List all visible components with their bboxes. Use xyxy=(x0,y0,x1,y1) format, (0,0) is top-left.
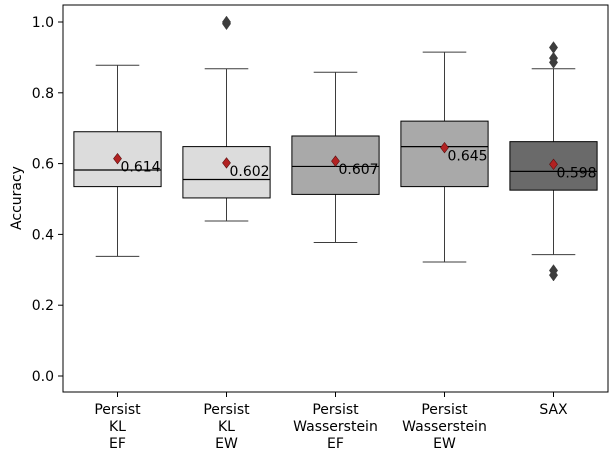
y-axis-label: Accuracy xyxy=(9,166,25,230)
mean-value-label: 0.645 xyxy=(448,149,488,165)
x-tick-label: Persist xyxy=(203,402,250,418)
outlier-point xyxy=(548,268,559,282)
box-group: 0.598 xyxy=(509,41,598,282)
outlier-point xyxy=(548,56,559,69)
mean-value-label: 0.607 xyxy=(339,162,379,178)
box-group: 0.602 xyxy=(182,15,271,222)
mean-value-label: 0.602 xyxy=(230,164,270,180)
y-tick-label: 0.4 xyxy=(32,227,54,243)
y-tick-label: 0.0 xyxy=(32,369,54,385)
box-series: 0.614 0.602 0.607 0.645 0.598 xyxy=(73,15,598,282)
x-tick-label: EF xyxy=(327,436,344,452)
mean-value-label: 0.598 xyxy=(557,165,597,181)
box-group: 0.645 xyxy=(400,51,489,263)
box-iqr xyxy=(400,120,489,188)
x-tick-label: KL xyxy=(109,419,126,435)
mean-marker xyxy=(440,141,449,154)
x-tick-label: KL xyxy=(218,419,235,435)
x-tick-label: Persist xyxy=(94,402,141,418)
outlier-point xyxy=(548,41,559,54)
x-tick-label: EF xyxy=(109,436,126,452)
y-tick-label: 0.2 xyxy=(32,298,54,314)
box-iqr xyxy=(182,146,271,199)
y-tick-label: 1.0 xyxy=(32,15,54,31)
x-tick-label: EW xyxy=(215,436,238,452)
x-tick-label: EW xyxy=(433,436,456,452)
x-tick-label: Persist xyxy=(312,402,359,418)
mean-marker xyxy=(113,152,122,165)
mean-marker xyxy=(549,158,558,171)
axis-labels: Accuracy xyxy=(9,166,25,230)
outlier-point xyxy=(221,15,232,29)
y-tick-label: 0.6 xyxy=(32,157,54,173)
y-tick-label: 0.8 xyxy=(32,86,54,102)
x-tick-label: Wasserstein xyxy=(293,419,378,435)
x-tick-label: Wasserstein xyxy=(402,419,487,435)
mean-value-label: 0.614 xyxy=(121,160,161,176)
mean-marker xyxy=(331,155,340,167)
x-tick-label: Persist xyxy=(421,402,468,418)
x-tick-label: SAX xyxy=(539,402,568,418)
mean-marker xyxy=(222,157,231,169)
box-group: 0.607 xyxy=(291,71,380,244)
axes: 0.00.20.40.60.81.0PersistKLEFPersistKLEW… xyxy=(32,4,609,452)
box-group: 0.614 xyxy=(73,64,162,257)
